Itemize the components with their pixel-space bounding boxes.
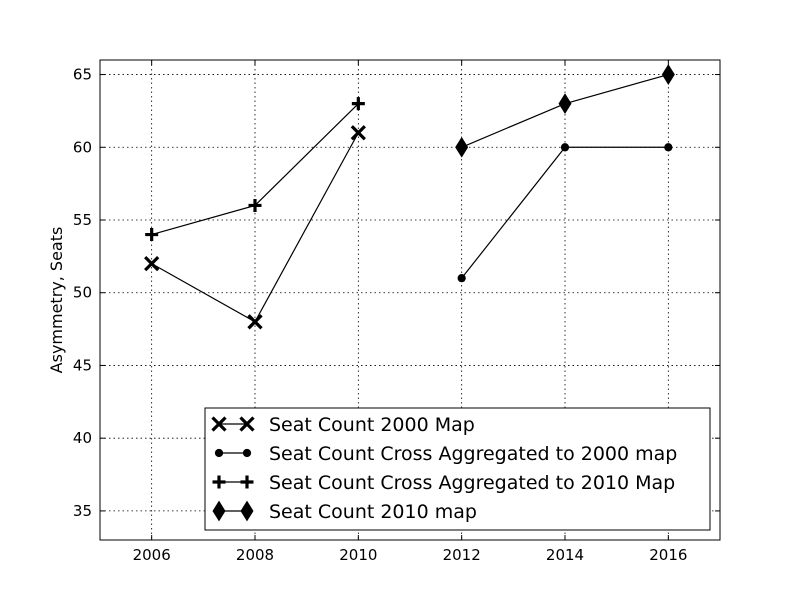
series-layer — [144, 64, 675, 330]
data-point-x — [144, 256, 160, 272]
data-point-circle — [664, 143, 673, 152]
data-point-x — [350, 125, 366, 141]
series-3 — [145, 97, 365, 242]
legend-marker-plus — [212, 475, 226, 489]
series-4 — [455, 64, 675, 158]
legend-entry: Seat Count Cross Aggregated to 2000 map — [214, 443, 677, 465]
y-tick-label: 35 — [73, 502, 92, 520]
y-axis-label: Asymmetry, Seats — [47, 227, 66, 374]
series-2 — [457, 143, 673, 283]
y-tick-label: 60 — [73, 138, 92, 156]
legend-entry: Seat Count 2010 map — [212, 500, 477, 523]
legend-marker-circle — [242, 448, 252, 458]
data-point-circle — [560, 143, 570, 152]
legend-entry: Seat Count 2000 Map — [211, 414, 475, 436]
x-tick-label: 2012 — [443, 546, 481, 564]
x-tick-label: 2006 — [133, 546, 171, 564]
series-1 — [144, 125, 366, 330]
x-tick-label: 2016 — [649, 546, 687, 564]
y-tick-label: 50 — [73, 284, 92, 302]
data-point-x — [247, 314, 263, 330]
legend-marker-x — [211, 416, 227, 432]
legend-label: Seat Count 2010 map — [269, 501, 477, 523]
legend-marker-circle — [214, 448, 224, 458]
legend-box — [204, 407, 711, 531]
legend: Seat Count 2000 Map Seat Count Cross Aggr… — [204, 407, 711, 531]
legend-label: Seat Count Cross Aggregated to 2010 Map — [269, 472, 675, 494]
data-point-plus — [248, 198, 262, 212]
data-point-plus — [145, 228, 159, 242]
x-tick-label: 2010 — [339, 546, 377, 564]
legend-marker-plus — [240, 475, 254, 489]
y-tick-label: 55 — [73, 211, 92, 229]
legend-marker-diamond — [212, 500, 226, 522]
plot-area-frame — [99, 59, 721, 541]
y-tick-label: 45 — [73, 356, 92, 374]
y-tick-label: 40 — [73, 429, 92, 447]
x-tick-label: 2008 — [236, 546, 274, 564]
legend-marker-x — [239, 416, 255, 432]
data-point-diamond — [558, 93, 572, 115]
x-tick-label: 2014 — [546, 546, 584, 564]
legend-entry: Seat Count Cross Aggregated to 2010 Map — [212, 472, 675, 494]
data-point-plus — [351, 97, 365, 111]
data-point-diamond — [455, 136, 469, 158]
axis-ticks: 2006 2008 2010 2012 2014 2016 35 40 45 50 55 60 65 — [73, 60, 720, 564]
data-point-diamond — [661, 64, 675, 85]
data-point-circle — [457, 274, 466, 283]
legend-label: Seat Count 2000 Map — [269, 414, 475, 436]
legend-label: Seat Count Cross Aggregated to 2000 map — [269, 443, 677, 465]
legend-marker-diamond — [240, 500, 254, 522]
y-tick-label: 65 — [73, 66, 92, 84]
grid-lines — [100, 60, 720, 540]
